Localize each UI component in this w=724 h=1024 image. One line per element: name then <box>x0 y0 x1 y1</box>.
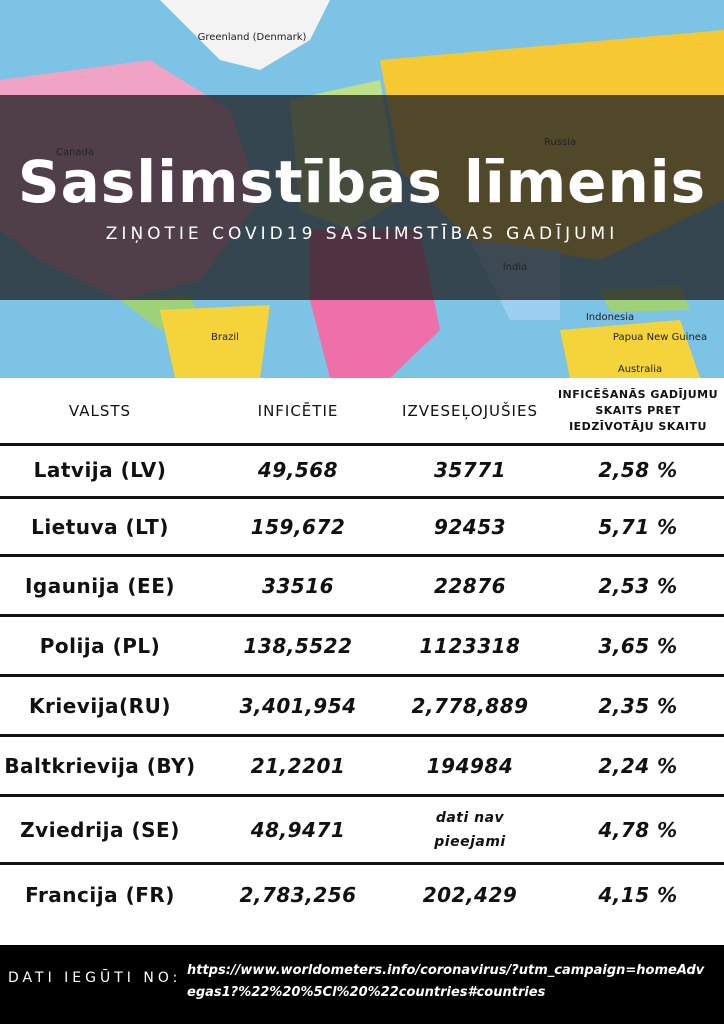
map-label: Brazil <box>211 332 239 343</box>
country-name: Latvija (LV) <box>33 458 167 482</box>
row-rule <box>0 734 724 737</box>
cell-value: 22876 <box>433 573 507 598</box>
row-rule <box>0 554 724 557</box>
cell-value: 4,15 % <box>598 883 678 907</box>
cell-value: 159,672 <box>250 514 346 539</box>
cell-value: 2,35 % <box>598 693 678 718</box>
footer <box>0 945 724 1024</box>
column-header: IZVESEĻOJUŠIES <box>402 402 538 420</box>
country-name: Zviedrija (SE) <box>20 817 180 842</box>
header-rule <box>0 443 724 446</box>
footer-label: DATI IEGŪTI NO: <box>8 970 182 986</box>
title: Saslimstības līmenis <box>17 148 707 216</box>
cell-value: 21,2201 <box>250 753 346 778</box>
cell-value: dati nav pieejami <box>434 809 506 850</box>
subtitle: ZIŅOTIE COVID19 SASLIMSTĪBAS GADĪJUMI <box>105 224 619 244</box>
cell-value: 1123318 <box>419 633 521 658</box>
cell-value: 3,401,954 <box>239 693 357 718</box>
country-name: Igaunija (EE) <box>24 573 175 598</box>
cell-value: 2,53 % <box>598 573 678 598</box>
cell-value: 4,78 % <box>598 817 678 842</box>
cell-value: 33516 <box>261 573 335 598</box>
row-rule <box>0 674 724 677</box>
row-rule <box>0 496 724 499</box>
row-rule <box>0 614 724 617</box>
cell-value: 2,783,256 <box>239 883 357 907</box>
country-name: Polija (PL) <box>39 633 161 658</box>
footer-url: https://www.worldometers.info/coronaviru… <box>187 963 705 1000</box>
country-name: Krievija(RU) <box>29 693 171 718</box>
cell-value: 202,429 <box>422 883 518 907</box>
cell-value: 92453 <box>433 514 507 539</box>
cell-value: 35771 <box>433 458 507 482</box>
map-label: Australia <box>618 364 662 375</box>
cell-value: 194984 <box>426 753 514 778</box>
land <box>160 0 330 70</box>
country-name: Lietuva (LT) <box>31 514 169 539</box>
cell-value: 2,778,889 <box>411 693 529 718</box>
cell-value: 5,71 % <box>598 514 678 539</box>
map-label: Papua New Guinea <box>613 332 707 343</box>
column-header: INFICĒTIE <box>257 402 339 420</box>
cell-value: 3,65 % <box>598 633 678 658</box>
land <box>160 305 270 378</box>
column-header: INFICĒŠANĀS GADĪJUMU SKAITS PRET IEDZĪVO… <box>557 388 719 433</box>
cell-value: 49,568 <box>257 458 339 482</box>
title-band <box>0 95 724 300</box>
country-name: Francija (FR) <box>25 883 175 907</box>
land <box>560 320 700 378</box>
cell-value: 2,24 % <box>598 753 678 778</box>
row-rule <box>0 862 724 865</box>
country-name: Baltkrievija (BY) <box>4 753 196 778</box>
cell-value: 138,5522 <box>243 633 353 658</box>
cell-value: 2,58 % <box>598 458 678 482</box>
map-label: Greenland (Denmark) <box>198 32 307 43</box>
map-label: Indonesia <box>586 312 634 323</box>
column-header: VALSTS <box>68 402 132 420</box>
cell-value: 48,9471 <box>250 817 346 842</box>
row-rule <box>0 794 724 797</box>
